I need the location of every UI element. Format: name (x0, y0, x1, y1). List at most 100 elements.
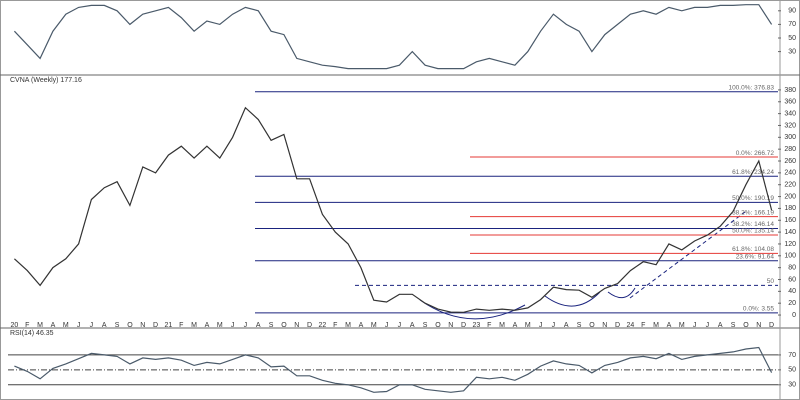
y-tick-label: 60 (788, 276, 796, 283)
x-tick-label: A (513, 322, 518, 329)
x-tick-label: J (77, 322, 81, 329)
trend-line (629, 211, 746, 299)
y-tick-label: 30 (788, 382, 796, 389)
x-tick-label: F (333, 322, 337, 329)
y-tick-label: 80 (788, 264, 796, 271)
x-tick-label: D (769, 322, 774, 329)
x-tick-label: S (731, 322, 736, 329)
x-tick-label: J (706, 322, 710, 329)
x-tick-label: F (487, 322, 491, 329)
y-tick-label: 100 (784, 253, 796, 260)
level-label: 0.0%: 3.55 (743, 306, 774, 313)
level-label: 50 (767, 278, 775, 285)
y-tick-label: 340 (784, 110, 796, 117)
x-tick-label: N (140, 322, 145, 329)
level-label: 100.0%: 376.83 (728, 85, 774, 92)
level-label: 0.0%: 266.72 (736, 150, 775, 157)
y-tick-label: 140 (784, 229, 796, 236)
y-tick-label: 40 (788, 288, 796, 295)
y-tick-label: 320 (784, 122, 796, 129)
x-tick-label: S (423, 322, 428, 329)
y-tick-label: 160 (784, 217, 796, 224)
x-tick-label: 20 (11, 322, 19, 329)
y-tick-label: 220 (784, 182, 796, 189)
x-tick-label: A (359, 322, 364, 329)
y-tick-label: 240 (784, 170, 796, 177)
x-tick-label: M (653, 322, 659, 329)
x-tick-label: J (231, 322, 235, 329)
y-tick-label: 120 (784, 241, 796, 248)
y-tick-label: 280 (784, 146, 796, 153)
level-label: 38.2%: 166.19 (732, 209, 774, 216)
y-tick-label: 90 (788, 8, 796, 15)
y-tick-label: 70 (788, 21, 796, 28)
y-tick-label: 260 (784, 158, 796, 165)
x-tick-label: O (435, 322, 441, 329)
x-tick-label: N (602, 322, 607, 329)
x-tick-label: S (115, 322, 120, 329)
x-tick-label: O (281, 322, 287, 329)
x-tick-label: J (244, 322, 248, 329)
x-tick-label: N (294, 322, 299, 329)
x-tick-label: D (153, 322, 158, 329)
x-tick-label: M (371, 322, 377, 329)
x-tick-label: D (461, 322, 466, 329)
x-tick-label: F (25, 322, 29, 329)
level-label: 50.0%: 190.19 (732, 195, 774, 202)
x-tick-label: O (743, 322, 749, 329)
x-tick-label: J (693, 322, 697, 329)
x-tick-label: J (90, 322, 94, 329)
x-tick-label: A (256, 322, 261, 329)
x-tick-label: N (756, 322, 761, 329)
x-tick-label: 23 (473, 322, 481, 329)
x-tick-label: J (385, 322, 389, 329)
x-tick-label: N (448, 322, 453, 329)
x-tick-label: O (589, 322, 595, 329)
y-tick-label: 180 (784, 205, 796, 212)
x-tick-label: A (718, 322, 723, 329)
level-label: 50.0%: 135.14 (732, 228, 774, 235)
x-tick-label: M (525, 322, 531, 329)
x-tick-label: F (179, 322, 183, 329)
x-tick-label: A (51, 322, 56, 329)
x-tick-label: J (539, 322, 543, 329)
x-tick-label: M (679, 322, 685, 329)
x-tick-label: A (410, 322, 415, 329)
y-tick-label: 20 (788, 300, 796, 307)
price-line (13, 4, 773, 70)
x-tick-label: O (127, 322, 133, 329)
x-tick-label: F (641, 322, 645, 329)
x-tick-label: 22 (319, 322, 327, 329)
x-tick-label: 24 (627, 322, 635, 329)
x-tick-label: M (345, 322, 351, 329)
y-tick-label: 30 (788, 48, 796, 55)
x-tick-label: D (307, 322, 312, 329)
y-tick-label: 50 (788, 35, 796, 42)
level-label: 38.2%: 146.14 (732, 221, 774, 228)
level-label: 61.8%: 104.08 (732, 246, 774, 253)
level-label: 23.6%: 91.64 (736, 253, 775, 260)
y-tick-label: 70 (788, 352, 796, 359)
x-tick-label: S (269, 322, 274, 329)
indicator-title: RSI(14) 46.35 (10, 330, 54, 337)
x-tick-label: A (564, 322, 569, 329)
chart-title: CVNA (Weekly) 177.16 (10, 77, 82, 84)
price-line (14, 346, 773, 393)
x-tick-label: A (102, 322, 107, 329)
x-tick-label: M (63, 322, 69, 329)
y-tick-label: 0 (792, 312, 796, 319)
x-tick-label: M (191, 322, 197, 329)
x-tick-label: 21 (165, 322, 173, 329)
y-tick-label: 380 (784, 87, 796, 94)
y-tick-label: 200 (784, 193, 796, 200)
x-tick-label: M (217, 322, 223, 329)
y-tick-label: 300 (784, 134, 796, 141)
x-tick-label: J (398, 322, 402, 329)
x-tick-label: S (577, 322, 582, 329)
x-tick-label: M (499, 322, 505, 329)
x-tick-label: A (667, 322, 672, 329)
x-tick-label: J (552, 322, 556, 329)
price-line (13, 106, 773, 313)
y-tick-label: 50 (788, 367, 796, 374)
